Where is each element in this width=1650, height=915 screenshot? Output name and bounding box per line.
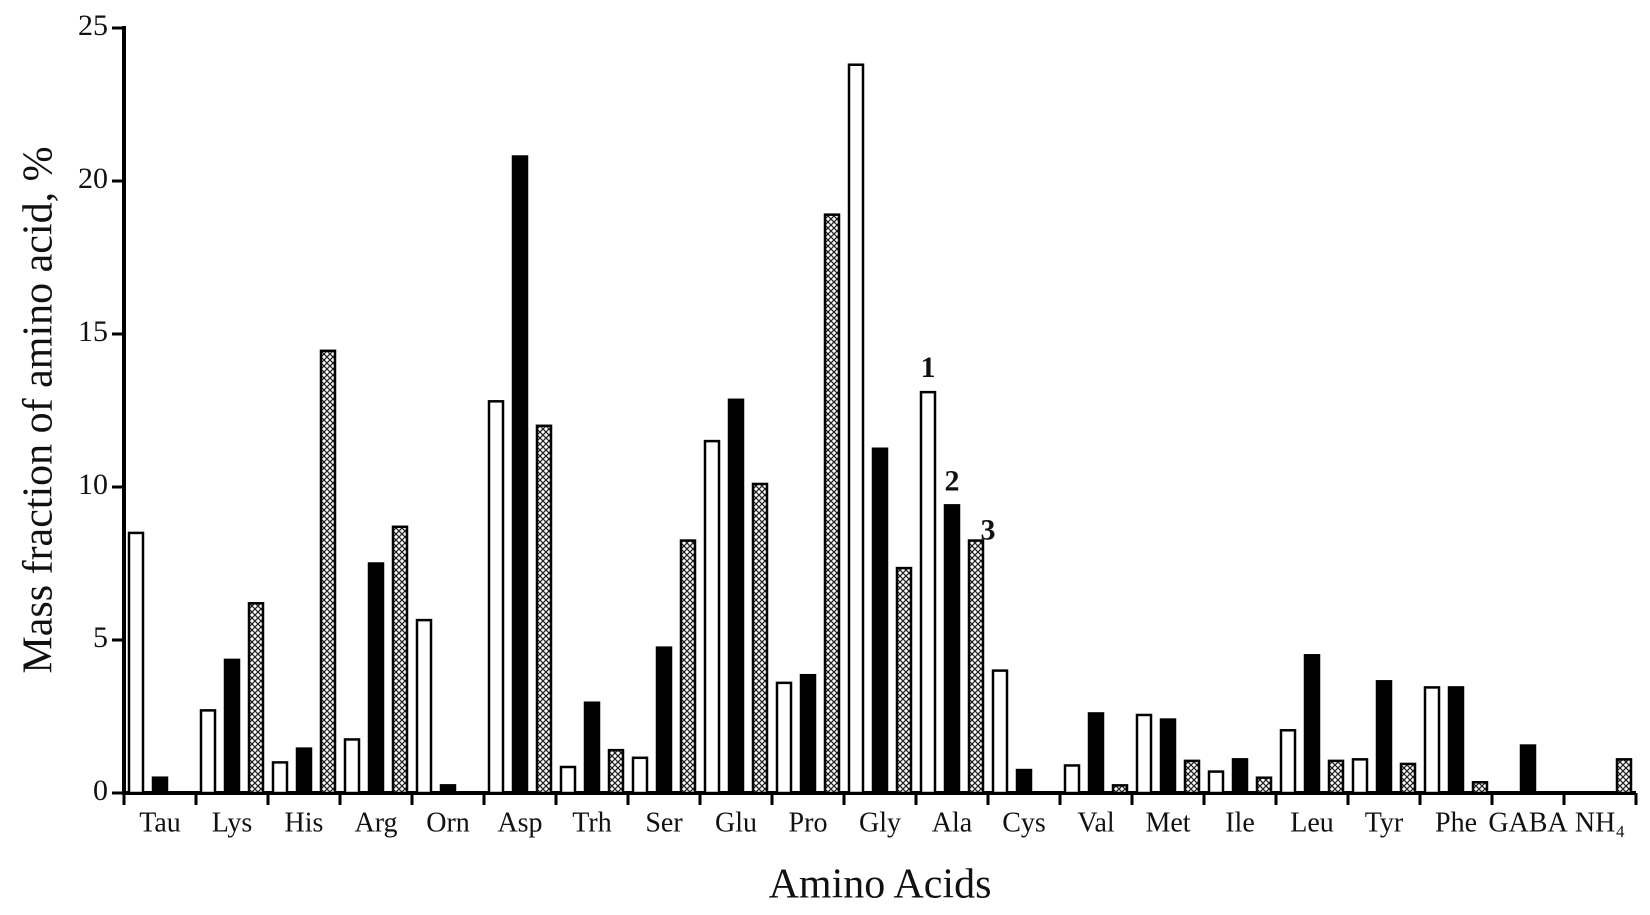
bar [391,525,409,795]
bar [1159,718,1177,795]
bar [1135,713,1153,795]
bar [991,669,1009,795]
legend-label: 1 [921,351,936,384]
bar [847,63,865,795]
y-tick-label: 10 [78,468,108,501]
bar [511,155,529,795]
bar [1303,654,1321,795]
x-tick-label: Orn [426,807,470,838]
bar [1183,759,1201,795]
bar [1471,781,1489,795]
bar [1423,686,1441,795]
bar [295,747,313,795]
x-tick-label: Arg [354,807,397,838]
x-tick-label: Leu [1290,807,1334,838]
bar [151,776,169,795]
bar [703,439,721,795]
x-tick-label: Cys [1002,807,1046,838]
y-tick-label: 5 [93,621,108,654]
bar [1327,759,1345,795]
y-tick-label: 15 [78,315,108,348]
bar [127,531,145,795]
bar [247,602,265,795]
x-tick-label: Glu [715,807,757,838]
bar [1399,762,1417,795]
bar [799,673,817,795]
bar [727,398,745,795]
bar [1375,680,1393,795]
bar [895,566,913,795]
x-tick-label: GABA [1488,807,1568,838]
x-tick-label: Ala [932,807,973,838]
bar [1111,784,1129,795]
x-axis-title: Amino Acids [769,862,992,908]
x-tick-label: Val [1077,807,1115,838]
x-tick-label: Gly [859,807,901,838]
bar [607,748,625,795]
bar [871,447,889,795]
bar [1207,770,1225,795]
x-tick-label: Tyr [1365,807,1404,838]
bar [271,761,289,795]
bar [1447,686,1465,795]
x-tick-label: Ile [1225,807,1255,838]
bar [1519,744,1537,795]
bar [1351,758,1369,795]
bar [919,390,937,795]
bar [943,504,961,795]
bar [583,701,601,795]
bar [1087,712,1105,795]
bar [415,618,433,795]
y-tick-label: 25 [78,9,108,42]
bar [223,658,241,795]
bar [439,784,457,795]
x-tick-label: Met [1145,807,1190,838]
bar [343,738,361,795]
x-tick-label: Tau [139,807,181,838]
x-tick-label: Asp [497,807,542,838]
bar [559,765,577,795]
bar [631,756,649,795]
x-tick-label: Phe [1435,807,1477,838]
y-tick-label: 0 [93,774,108,807]
bar [775,681,793,795]
bar [751,482,769,795]
x-tick-label: His [285,807,324,838]
bar [1015,768,1033,795]
bar [199,709,217,795]
bar [1255,776,1273,795]
bar [655,646,673,795]
x-tick-label: Lys [212,807,252,838]
y-axis-title: Mass fraction of amino acid, % [16,146,62,673]
bar [679,539,697,795]
bar [1615,758,1633,795]
bar [367,562,385,795]
legend-label: 3 [981,513,996,546]
bar [1279,729,1297,795]
bar [535,424,553,795]
bar [319,349,337,795]
bar [1063,764,1081,795]
legend-label: 2 [945,464,960,497]
bar [967,539,985,795]
bar [487,400,505,795]
x-tick-label: Ser [645,807,683,838]
x-tick-label: Pro [789,807,828,838]
bar [1231,758,1249,795]
y-tick-label: 20 [78,162,108,195]
bar [823,213,841,795]
x-tick-label: Trh [572,807,611,838]
x-tick-label: NH₄ [1575,807,1625,838]
